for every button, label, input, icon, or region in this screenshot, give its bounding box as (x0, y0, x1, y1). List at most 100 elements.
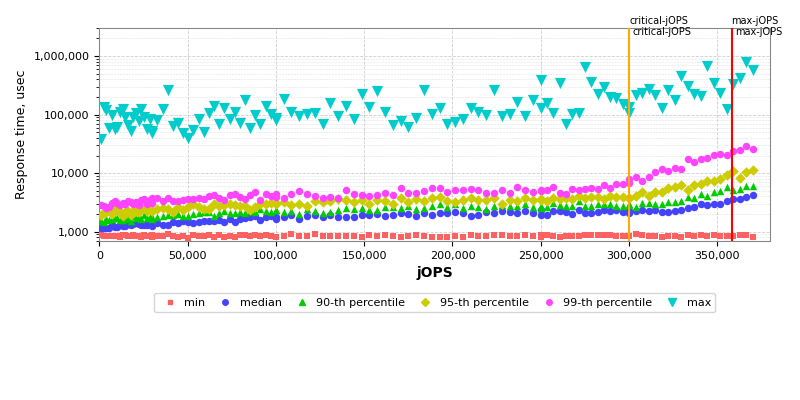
90-th percentile (511, 203, 524, 209)
90-th percentile (270, 206, 282, 213)
min (187, 232, 200, 238)
95-th percentile (674, 182, 687, 188)
max (293, 113, 306, 120)
95-th percentile (433, 194, 446, 201)
max (585, 79, 598, 86)
95-th percentile (208, 201, 221, 207)
min (578, 232, 591, 238)
median (228, 218, 241, 225)
median (316, 214, 329, 220)
90-th percentile (578, 202, 591, 209)
99-th percentile (228, 191, 241, 197)
median (566, 211, 578, 217)
min (264, 233, 277, 240)
median (151, 220, 164, 226)
max (122, 121, 134, 128)
95-th percentile (585, 193, 598, 200)
min (270, 234, 282, 240)
90-th percentile (130, 215, 142, 221)
99-th percentile (622, 176, 635, 182)
max (238, 96, 251, 103)
90-th percentile (636, 200, 649, 206)
max (130, 110, 142, 116)
median (278, 214, 290, 220)
max (636, 90, 649, 96)
90-th percentile (560, 203, 573, 210)
95-th percentile (340, 197, 353, 203)
90-th percentile (324, 209, 337, 215)
min (293, 232, 306, 239)
min (655, 233, 668, 240)
median (682, 205, 694, 211)
90-th percentile (604, 201, 617, 208)
min (591, 232, 604, 238)
min (146, 234, 158, 240)
90-th percentile (249, 208, 262, 215)
median (503, 209, 516, 216)
90-th percentile (234, 209, 246, 215)
99-th percentile (547, 184, 560, 190)
95-th percentile (534, 196, 547, 202)
90-th percentile (534, 204, 547, 211)
95-th percentile (347, 198, 360, 205)
median (649, 207, 662, 214)
median (511, 210, 524, 217)
90-th percentile (208, 213, 221, 219)
min (642, 233, 655, 239)
min (124, 233, 137, 239)
99-th percentile (727, 148, 740, 154)
min (135, 234, 148, 240)
90-th percentile (727, 186, 740, 193)
min (316, 232, 329, 239)
min (122, 233, 134, 240)
median (244, 214, 257, 220)
Y-axis label: Response time, usec: Response time, usec (15, 70, 28, 199)
median (616, 208, 629, 215)
max (472, 109, 485, 115)
median (166, 218, 179, 225)
min (457, 234, 470, 240)
median (636, 207, 649, 214)
min (519, 232, 532, 238)
90-th percentile (223, 210, 236, 216)
max (547, 109, 560, 116)
99-th percentile (270, 194, 282, 200)
90-th percentile (108, 215, 121, 221)
min (285, 231, 298, 237)
median (132, 221, 145, 227)
95-th percentile (526, 196, 539, 203)
max (694, 93, 707, 100)
max (228, 108, 241, 115)
90-th percentile (598, 200, 610, 207)
min (441, 234, 454, 240)
median (309, 212, 322, 218)
95-th percentile (519, 195, 532, 201)
95-th percentile (591, 193, 604, 200)
99-th percentile (740, 143, 753, 149)
max (394, 118, 407, 124)
90-th percentile (566, 203, 578, 209)
99-th percentile (114, 202, 126, 208)
min (378, 232, 391, 238)
95-th percentile (441, 198, 454, 204)
90-th percentile (119, 215, 132, 222)
95-th percentile (116, 213, 129, 219)
90-th percentile (132, 214, 145, 220)
90-th percentile (649, 201, 662, 208)
max (192, 116, 205, 122)
median (554, 208, 566, 214)
99-th percentile (324, 193, 337, 200)
median (449, 209, 462, 215)
median (394, 210, 407, 216)
max (151, 117, 164, 124)
90-th percentile (519, 200, 532, 207)
max (98, 104, 110, 110)
95-th percentile (720, 172, 733, 178)
max (714, 90, 726, 96)
min (714, 233, 726, 240)
median (591, 209, 604, 215)
min (511, 232, 524, 239)
min (674, 234, 687, 240)
median (630, 208, 642, 215)
median (238, 215, 251, 221)
